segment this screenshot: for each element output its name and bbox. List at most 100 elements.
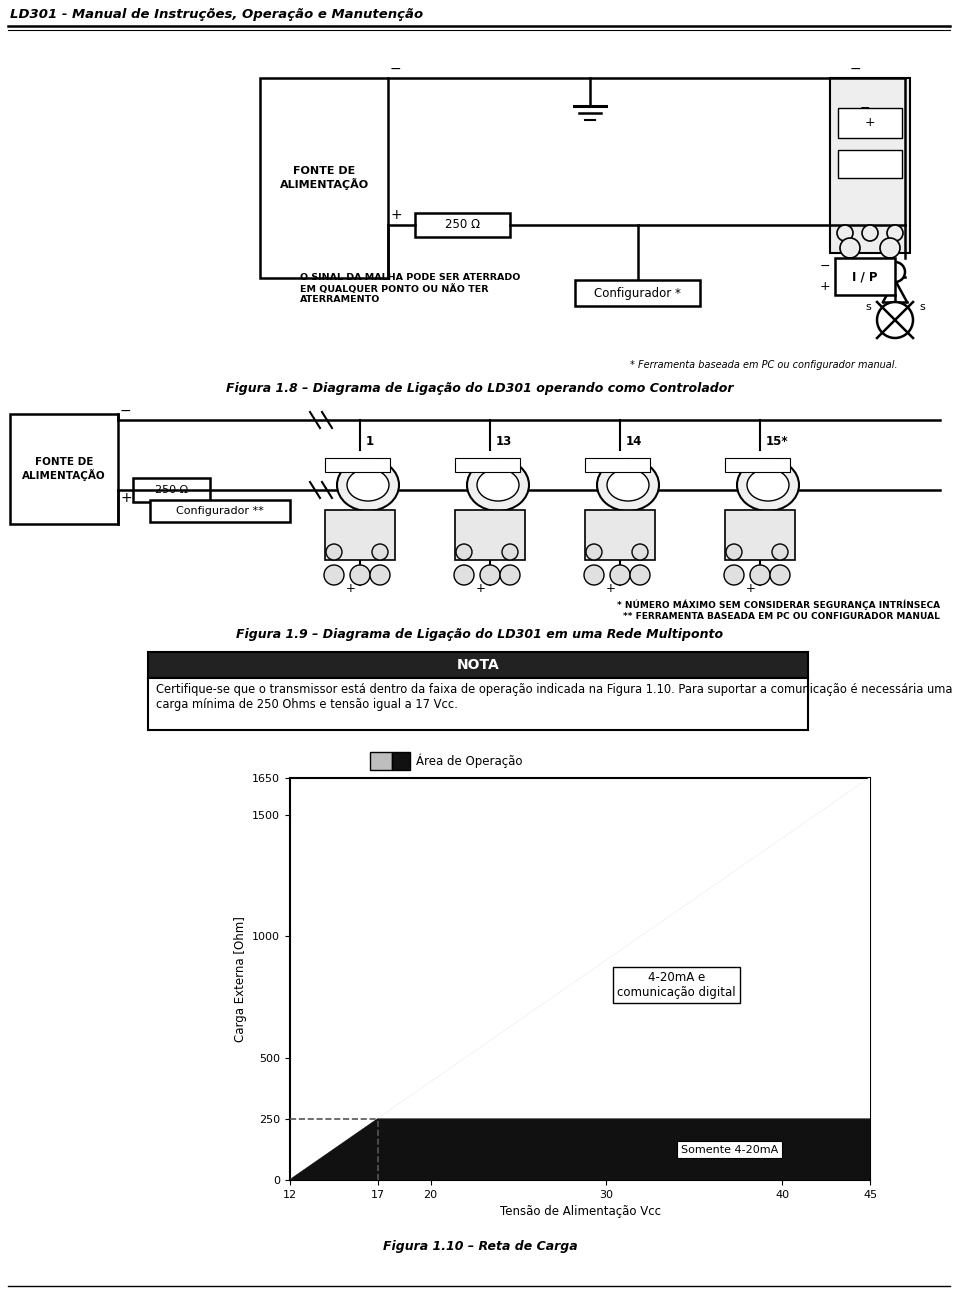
Bar (260, 78, 388, 279)
Text: ATERRAMENTO: ATERRAMENTO (300, 295, 380, 305)
Circle shape (324, 565, 344, 584)
Circle shape (726, 544, 742, 560)
Text: s: s (919, 302, 924, 312)
Circle shape (502, 544, 518, 560)
X-axis label: Tensão de Alimentação Vcc: Tensão de Alimentação Vcc (499, 1205, 660, 1218)
Bar (150, 500, 290, 522)
Text: 15*: 15* (766, 435, 788, 448)
Circle shape (630, 565, 650, 584)
Text: Configurador **: Configurador ** (176, 505, 264, 516)
Text: Somente 4-20mA: Somente 4-20mA (681, 1144, 778, 1155)
Ellipse shape (347, 469, 389, 502)
Text: Figura 1.8 – Diagrama de Ligação do LD301 operando como Controlador: Figura 1.8 – Diagrama de Ligação do LD30… (227, 382, 733, 395)
Circle shape (840, 238, 860, 258)
Circle shape (586, 544, 602, 560)
Bar (325, 457, 390, 472)
Text: O SINAL DA MALHA PODE SER ATERRADO: O SINAL DA MALHA PODE SER ATERRADO (300, 273, 520, 283)
Text: 13: 13 (496, 435, 513, 448)
Circle shape (454, 565, 474, 584)
Polygon shape (290, 1118, 870, 1179)
Bar (133, 478, 210, 502)
Circle shape (610, 565, 630, 584)
Text: Figura 1.10 – Reta de Carga: Figura 1.10 – Reta de Carga (383, 1240, 577, 1253)
Circle shape (885, 262, 905, 283)
Circle shape (632, 544, 648, 560)
Circle shape (326, 544, 342, 560)
Circle shape (480, 565, 500, 584)
Text: FONTE DE
ALIMENTAÇÃO: FONTE DE ALIMENTAÇÃO (279, 166, 369, 191)
Bar (392, 752, 410, 770)
Text: 1: 1 (366, 435, 374, 448)
Polygon shape (290, 778, 870, 1179)
Text: −: − (390, 62, 401, 76)
Text: NOTA: NOTA (457, 658, 499, 673)
Circle shape (500, 565, 520, 584)
Circle shape (887, 226, 903, 241)
Text: −: − (347, 452, 356, 465)
Text: ** FERRAMENTA BASEADA EM PC OU CONFIGURADOR MANUAL: ** FERRAMENTA BASEADA EM PC OU CONFIGURA… (623, 612, 940, 621)
Ellipse shape (597, 459, 659, 511)
Bar (830, 78, 910, 253)
Text: +: + (120, 491, 132, 505)
Ellipse shape (607, 469, 649, 502)
Text: I / P: I / P (852, 270, 877, 283)
Y-axis label: Carga Externa [Ohm]: Carga Externa [Ohm] (233, 916, 247, 1042)
Ellipse shape (737, 459, 799, 511)
Text: −: − (820, 259, 830, 272)
Text: 250 Ω: 250 Ω (155, 485, 188, 495)
Text: LD301 - Manual de Instruções, Operação e Manutenção: LD301 - Manual de Instruções, Operação e… (10, 8, 423, 21)
Text: 14: 14 (626, 435, 642, 448)
Text: * Ferramenta baseada em PC ou configurador manual.: * Ferramenta baseada em PC ou configurad… (630, 360, 898, 369)
Text: +: + (476, 582, 486, 595)
Text: +: + (606, 582, 616, 595)
Bar (585, 457, 650, 472)
Polygon shape (290, 1118, 870, 1179)
Circle shape (750, 565, 770, 584)
Circle shape (584, 565, 604, 584)
Text: +: + (865, 117, 876, 130)
Bar (370, 752, 392, 770)
Text: +: + (820, 280, 830, 293)
Ellipse shape (467, 459, 529, 511)
Polygon shape (290, 778, 870, 1179)
Text: +: + (746, 582, 756, 595)
Text: −: − (746, 452, 756, 465)
Bar (415, 213, 510, 237)
Text: −: − (850, 62, 862, 76)
Text: −: − (860, 101, 871, 114)
Circle shape (772, 544, 788, 560)
Text: FONTE DE
ALIMENTAÇÃO: FONTE DE ALIMENTAÇÃO (22, 457, 106, 481)
Text: −: − (606, 452, 616, 465)
Circle shape (370, 565, 390, 584)
Text: EM QUALQUER PONTO OU NÃO TER: EM QUALQUER PONTO OU NÃO TER (300, 284, 489, 294)
Text: Certifique-se que o transmissor está dentro da faixa de operação indicada na Fig: Certifique-se que o transmissor está den… (156, 683, 952, 712)
Bar (10, 413, 118, 524)
Bar (725, 511, 795, 560)
Text: 250 Ω: 250 Ω (444, 219, 480, 232)
Text: +: + (347, 582, 356, 595)
Bar (325, 511, 395, 560)
Text: Área de Operação: Área de Operação (416, 754, 522, 769)
Bar (838, 150, 902, 178)
Circle shape (837, 226, 853, 241)
Circle shape (724, 565, 744, 584)
Bar (455, 511, 525, 560)
Circle shape (372, 544, 388, 560)
Circle shape (880, 238, 900, 258)
Text: Figura 1.9 – Diagrama de Ligação do LD301 em uma Rede Multiponto: Figura 1.9 – Diagrama de Ligação do LD30… (236, 629, 724, 642)
Bar (148, 652, 808, 678)
Bar (148, 678, 808, 730)
Bar (835, 258, 895, 295)
Text: s: s (865, 302, 871, 312)
Bar (585, 511, 655, 560)
Ellipse shape (477, 469, 519, 502)
Circle shape (862, 226, 878, 241)
Circle shape (350, 565, 370, 584)
Bar (725, 457, 790, 472)
Ellipse shape (747, 469, 789, 502)
Bar (575, 280, 700, 306)
Bar (838, 108, 902, 137)
Text: −: − (120, 404, 132, 419)
Text: 4-20mA e
comunicação digital: 4-20mA e comunicação digital (617, 971, 736, 999)
Text: +: + (390, 207, 401, 222)
